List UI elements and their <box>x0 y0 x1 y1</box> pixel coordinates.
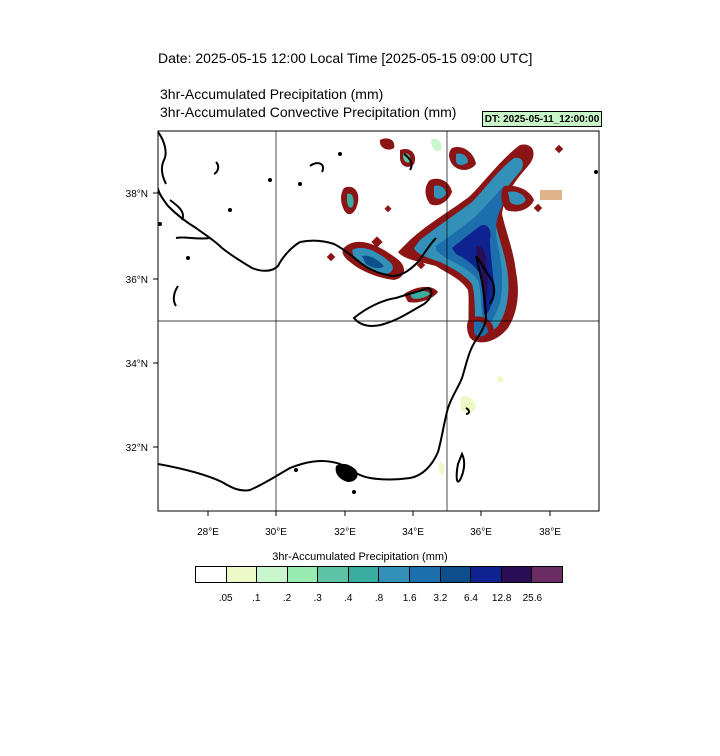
colorbar-label: .1 <box>252 593 261 604</box>
islands <box>158 152 598 494</box>
lat-tick-label: 38°N <box>126 189 148 200</box>
colorbar-label: 25.6 <box>522 593 543 604</box>
colorbar-swatch <box>348 567 380 582</box>
lon-tick-label: 28°E <box>197 527 219 538</box>
lon-tick-label: 34°E <box>402 527 424 538</box>
colorbar <box>195 566 563 583</box>
lon-tick-label: 36°E <box>470 527 492 538</box>
colorbar-label: .05 <box>218 593 233 604</box>
colorbar-swatch <box>501 567 533 582</box>
colorbar-label: .4 <box>344 593 353 604</box>
colorbar-swatch <box>318 567 349 582</box>
lon-tick-label: 32°E <box>334 527 356 538</box>
colorbar-swatch <box>196 567 227 582</box>
colorbar-label: .3 <box>313 593 322 604</box>
colorbar-swatch <box>471 567 502 582</box>
colorbar-title: 3hr-Accumulated Precipitation (mm) <box>272 551 448 563</box>
colorbar-label: .2 <box>282 593 292 604</box>
colorbar-label: .8 <box>374 593 384 604</box>
convective-precip-title: 3hr-Accumulated Convective Precipitation… <box>160 104 457 120</box>
colorbar-swatch <box>410 567 441 582</box>
precip-title: 3hr-Accumulated Precipitation (mm) <box>160 86 384 102</box>
init-time-badge: DT: 2025-05-11_12:00:00 <box>482 111 602 127</box>
map-frame <box>157 130 600 512</box>
coastlines <box>158 131 496 492</box>
date-title: Date: 2025-05-15 12:00 Local Time [2025-… <box>158 50 533 66</box>
lon-tick-label: 30°E <box>265 527 287 538</box>
colorbar-swatch <box>287 567 319 582</box>
colorbar-swatch <box>226 567 258 582</box>
colorbar-swatch <box>440 567 472 582</box>
colorbar-label: 3.2 <box>433 593 448 604</box>
light-precip-areas <box>431 138 504 476</box>
colorbar-swatch <box>379 567 411 582</box>
colorbar-label: 1.6 <box>402 593 417 604</box>
colorbar-label: 6.4 <box>464 593 478 604</box>
lat-tick-label: 32°N <box>126 443 148 454</box>
colorbar-swatch <box>257 567 288 582</box>
colorbar-label: 12.8 <box>491 593 512 604</box>
lat-tick-label: 36°N <box>126 275 148 286</box>
gridlines <box>158 131 599 511</box>
colorbar-labels: .05 .1 .2 .3 .4 .8 1.6 3.2 6.4 12.8 25.6 <box>0 593 720 607</box>
colorbar-swatch <box>532 567 562 582</box>
lat-tick-labels: 32°N 34°N 36°N 38°N <box>126 189 148 454</box>
axis-ticks <box>153 192 551 516</box>
lat-tick-label: 34°N <box>126 359 148 370</box>
lon-tick-labels: 28°E 30°E 32°E 34°E 36°E 38°E <box>197 527 561 538</box>
lon-tick-label: 38°E <box>539 527 561 538</box>
